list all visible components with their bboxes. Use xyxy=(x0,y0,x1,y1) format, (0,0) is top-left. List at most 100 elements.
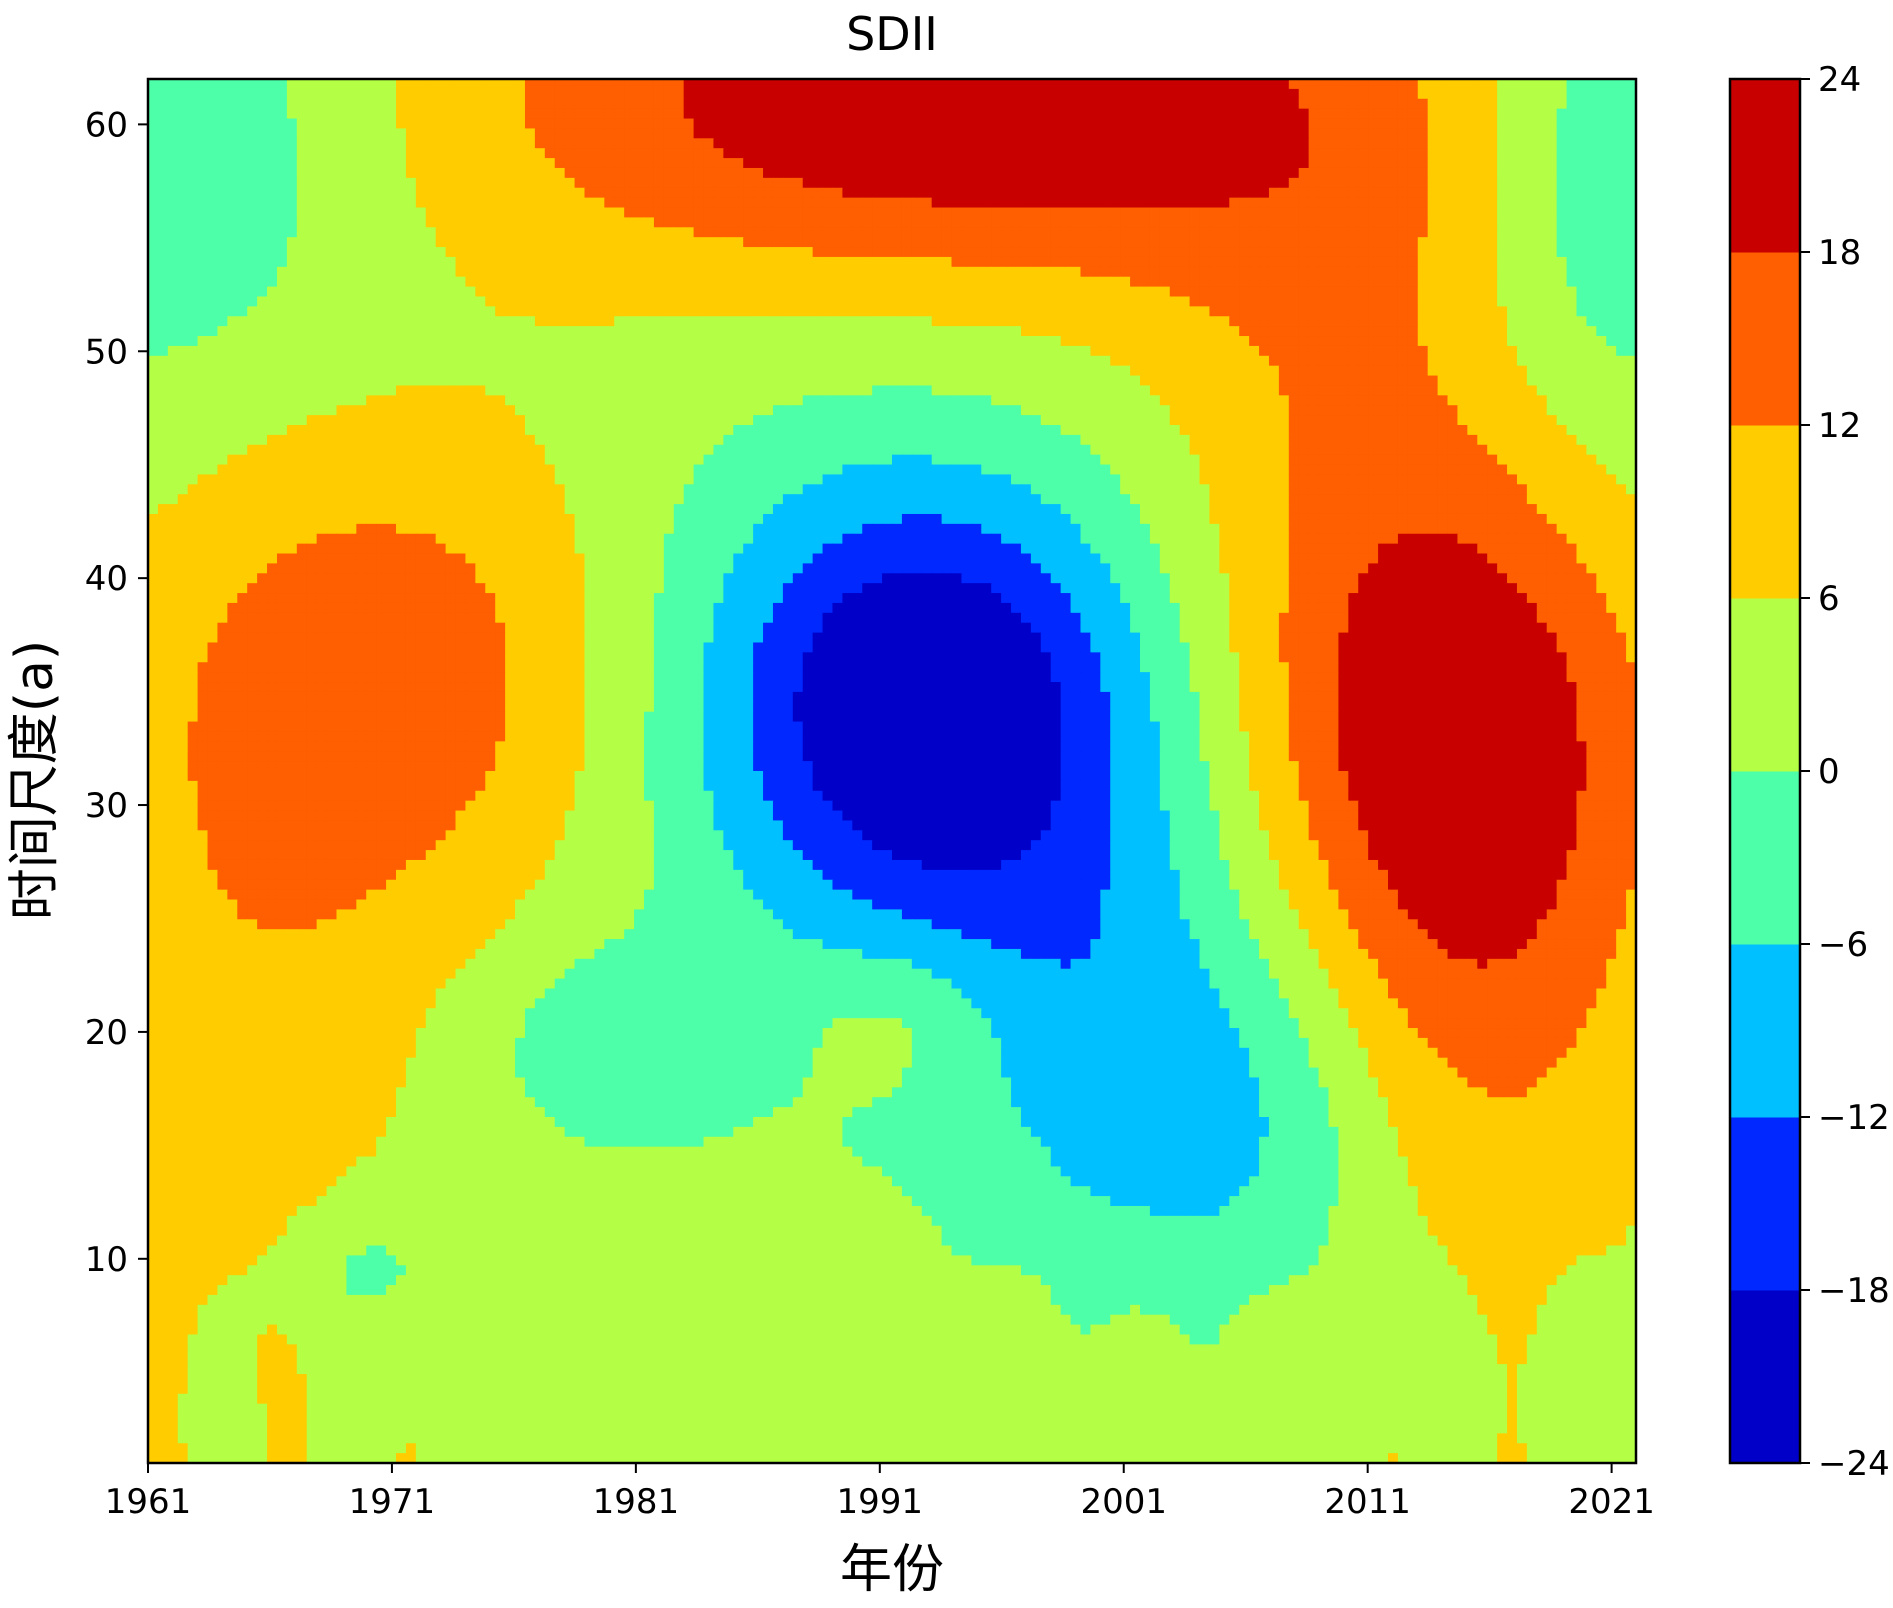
contour-cell xyxy=(1169,98,1181,110)
contour-cell xyxy=(217,148,228,159)
contour-cell xyxy=(842,128,853,139)
contour-cell xyxy=(663,395,675,406)
contour-cell xyxy=(931,345,943,357)
contour-cell xyxy=(316,108,328,120)
contour-cell xyxy=(1040,385,1052,396)
contour-cell xyxy=(505,158,516,169)
contour-cell xyxy=(415,128,427,139)
contour-cell xyxy=(376,345,387,357)
contour-cell xyxy=(1546,187,1558,199)
contour-cell xyxy=(733,217,744,228)
contour-cell xyxy=(604,217,615,228)
contour-cell xyxy=(247,266,258,278)
contour-cell xyxy=(584,79,595,90)
contour-cell xyxy=(1149,79,1161,90)
contour-cell xyxy=(981,385,992,396)
contour-cell xyxy=(1437,197,1449,209)
contour-cell xyxy=(425,405,437,416)
contour-cell xyxy=(217,197,228,209)
contour-cell xyxy=(634,128,645,139)
contour-cell xyxy=(1149,148,1161,159)
contour-cell xyxy=(227,167,238,179)
contour-cell xyxy=(901,227,913,238)
contour-cell xyxy=(1586,326,1597,337)
contour-cell xyxy=(425,98,437,110)
contour-cell xyxy=(316,118,328,130)
contour-cell xyxy=(1001,88,1012,100)
contour-cell xyxy=(405,266,417,278)
contour-cell xyxy=(1477,237,1488,248)
contour-cell xyxy=(1626,286,1636,298)
contour-cell xyxy=(1219,148,1230,159)
contour-cell xyxy=(1566,108,1578,120)
contour-cell xyxy=(812,247,824,258)
contour-cell xyxy=(832,256,843,268)
contour-cell xyxy=(187,108,199,120)
contour-cell xyxy=(396,128,407,139)
contour-cell xyxy=(1040,395,1052,406)
contour-cell xyxy=(534,177,546,189)
contour-cell xyxy=(782,207,794,218)
contour-cell xyxy=(1120,276,1131,288)
contour-cell xyxy=(1179,177,1191,189)
contour-cell xyxy=(822,197,834,209)
contour-cell xyxy=(1100,79,1111,90)
contour-cell xyxy=(475,385,486,396)
contour-cell xyxy=(197,266,209,278)
contour-cell xyxy=(1209,385,1220,396)
contour-cell xyxy=(1011,237,1022,248)
contour-cell xyxy=(1358,286,1369,298)
contour-cell xyxy=(505,345,516,357)
contour-cell xyxy=(1348,207,1359,218)
contour-cell xyxy=(1566,375,1578,387)
contour-cell xyxy=(1467,118,1478,130)
contour-cell xyxy=(564,118,576,130)
contour-cell xyxy=(1030,128,1042,139)
contour-cell xyxy=(544,187,556,199)
contour-cell xyxy=(832,108,843,120)
contour-cell xyxy=(1338,197,1349,209)
contour-cell xyxy=(812,365,824,377)
contour-cell xyxy=(336,167,347,179)
contour-cell xyxy=(1179,79,1191,90)
contour-cell xyxy=(1566,266,1578,278)
contour-cell xyxy=(1407,336,1419,347)
contour-cell xyxy=(346,118,357,130)
contour-cell xyxy=(336,197,347,209)
contour-cell xyxy=(1249,316,1260,327)
contour-cell xyxy=(1169,217,1181,228)
contour-cell xyxy=(247,276,258,288)
contour-cell xyxy=(1140,217,1151,228)
contour-cell xyxy=(495,217,506,228)
contour-cell xyxy=(336,88,347,100)
contour-cell xyxy=(276,395,288,406)
contour-cell xyxy=(524,355,536,367)
contour-cell xyxy=(1546,336,1558,347)
contour-cell xyxy=(1140,177,1151,189)
contour-cell xyxy=(653,207,665,218)
contour-cell xyxy=(594,306,605,317)
contour-cell xyxy=(247,296,258,307)
contour-cell xyxy=(673,148,685,159)
contour-cell xyxy=(663,197,675,209)
contour-cell xyxy=(743,336,754,347)
contour-cell xyxy=(1060,256,1072,268)
contour-cell xyxy=(396,266,407,278)
contour-cell xyxy=(1447,276,1459,288)
contour-cell xyxy=(1378,79,1389,90)
contour-cell xyxy=(326,217,338,228)
contour-cell xyxy=(197,88,209,100)
contour-cell xyxy=(534,187,546,199)
contour-cell xyxy=(872,375,883,387)
contour-cell xyxy=(753,336,764,347)
contour-cell xyxy=(852,148,863,159)
contour-cell xyxy=(604,88,615,100)
contour-cell xyxy=(1596,345,1607,357)
contour-cell xyxy=(1090,345,1101,357)
contour-cell xyxy=(832,227,843,238)
contour-cell xyxy=(584,118,595,130)
contour-cell xyxy=(187,207,199,218)
contour-cell xyxy=(693,395,705,406)
contour-cell xyxy=(1080,385,1091,396)
contour-cell xyxy=(207,138,219,149)
